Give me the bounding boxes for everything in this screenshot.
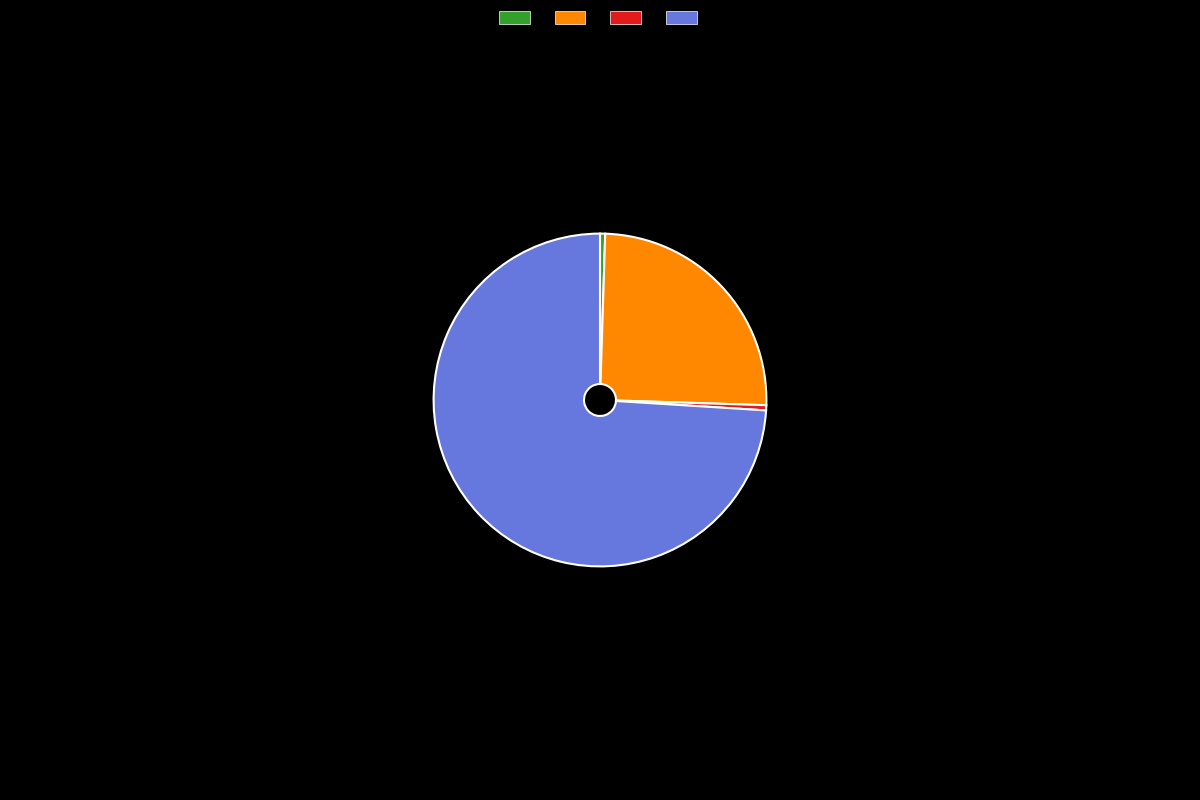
Legend: , , , : , , , bbox=[496, 7, 704, 30]
Wedge shape bbox=[600, 234, 767, 406]
Wedge shape bbox=[616, 401, 767, 410]
Wedge shape bbox=[433, 234, 766, 566]
Wedge shape bbox=[600, 234, 605, 384]
